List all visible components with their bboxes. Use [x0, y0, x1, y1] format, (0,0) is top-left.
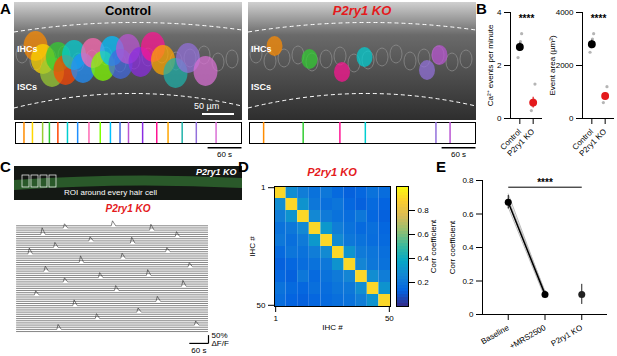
svg-text:0: 0: [569, 114, 574, 123]
svg-text:0.8: 0.8: [462, 176, 474, 185]
svg-text:Corr coefficient: Corr coefficient: [429, 219, 438, 273]
svg-text:0.2: 0.2: [418, 278, 430, 287]
svg-text:Baseline: Baseline: [479, 323, 511, 346]
svg-text:Control: Control: [570, 127, 596, 152]
svg-text:1: 1: [273, 314, 278, 323]
html-text:IHCs: IHCs: [251, 44, 272, 54]
html-text:ISCs: ISCs: [17, 82, 37, 92]
html-text:C: C: [0, 158, 11, 175]
svg-text:****: ****: [591, 13, 607, 24]
svg-text:0.6: 0.6: [462, 210, 474, 219]
svg-text:0.4: 0.4: [418, 254, 430, 263]
svg-text:50: 50: [385, 314, 394, 323]
html-text:P2ry1 KO: P2ry1 KO: [307, 166, 357, 178]
svg-text:0.2: 0.2: [462, 277, 474, 286]
svg-text:60 s: 60 s: [451, 150, 466, 159]
svg-text:P2ry1 KO: P2ry1 KO: [550, 323, 585, 348]
svg-text:50: 50: [257, 301, 266, 310]
svg-text:+MRS2500: +MRS2500: [508, 323, 548, 351]
html-text:A: A: [0, 0, 11, 17]
svg-text:IHC #: IHC #: [248, 236, 257, 257]
html-text:ISCs: ISCs: [251, 82, 271, 92]
svg-text:4000: 4000: [556, 8, 574, 17]
svg-text:4: 4: [497, 8, 502, 17]
html-text:D: D: [238, 158, 249, 175]
html-text:IHCs: IHCs: [17, 44, 38, 54]
svg-text:P2ry1 KO: P2ry1 KO: [505, 127, 536, 158]
svg-text:0: 0: [469, 310, 474, 319]
svg-text:****: ****: [519, 13, 535, 24]
svg-text:2: 2: [497, 61, 502, 70]
svg-text:Event area (µm²): Event area (µm²): [548, 35, 557, 96]
svg-text:60 s: 60 s: [191, 346, 206, 355]
html-text:P2ry1 KO: P2ry1 KO: [196, 167, 237, 177]
html-text:P2ry1 KO: P2ry1 KO: [105, 203, 151, 214]
svg-text:0: 0: [497, 114, 502, 123]
svg-text:P2ry1 KO: P2ry1 KO: [577, 127, 608, 158]
svg-text:1: 1: [261, 183, 266, 192]
svg-text:50%ΔF/F: 50%ΔF/F: [212, 331, 229, 348]
svg-text:2000: 2000: [556, 61, 574, 70]
svg-text:0.6: 0.6: [418, 230, 430, 239]
html-text:P2ry1 KO: P2ry1 KO: [332, 3, 392, 18]
svg-text:Corr coefficient: Corr coefficient: [448, 220, 457, 274]
svg-text:60 s: 60 s: [217, 150, 232, 159]
svg-text:0.4: 0.4: [462, 243, 474, 252]
html-text:E: E: [436, 158, 446, 175]
svg-text:****: ****: [537, 177, 553, 188]
html-text:Control: Control: [104, 3, 152, 18]
svg-text:Ca²⁺ events per minute: Ca²⁺ events per minute: [486, 24, 495, 106]
svg-text:IHC #: IHC #: [322, 323, 343, 332]
svg-text:Control: Control: [498, 127, 524, 152]
html-text:B: B: [476, 0, 487, 17]
svg-text:0.8: 0.8: [418, 206, 430, 215]
html-text:ROI around every hair cell: ROI around every hair cell: [64, 188, 157, 197]
html-text:50 µm: 50 µm: [194, 101, 220, 111]
